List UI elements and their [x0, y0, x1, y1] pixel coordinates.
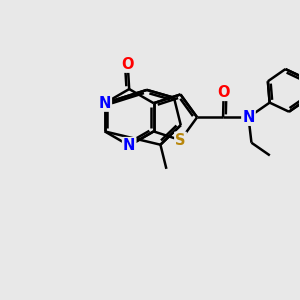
Text: N: N [99, 96, 111, 111]
Text: O: O [218, 85, 230, 100]
Text: N: N [123, 138, 135, 153]
Text: O: O [122, 57, 134, 72]
Text: N: N [242, 110, 255, 125]
Text: S: S [175, 133, 186, 148]
